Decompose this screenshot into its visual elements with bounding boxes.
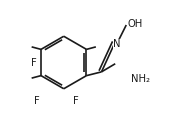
Text: F: F	[73, 96, 79, 106]
Text: N: N	[113, 39, 121, 49]
Text: OH: OH	[128, 19, 143, 29]
Text: NH₂: NH₂	[131, 74, 150, 84]
Text: F: F	[31, 58, 37, 68]
Text: F: F	[34, 96, 40, 106]
